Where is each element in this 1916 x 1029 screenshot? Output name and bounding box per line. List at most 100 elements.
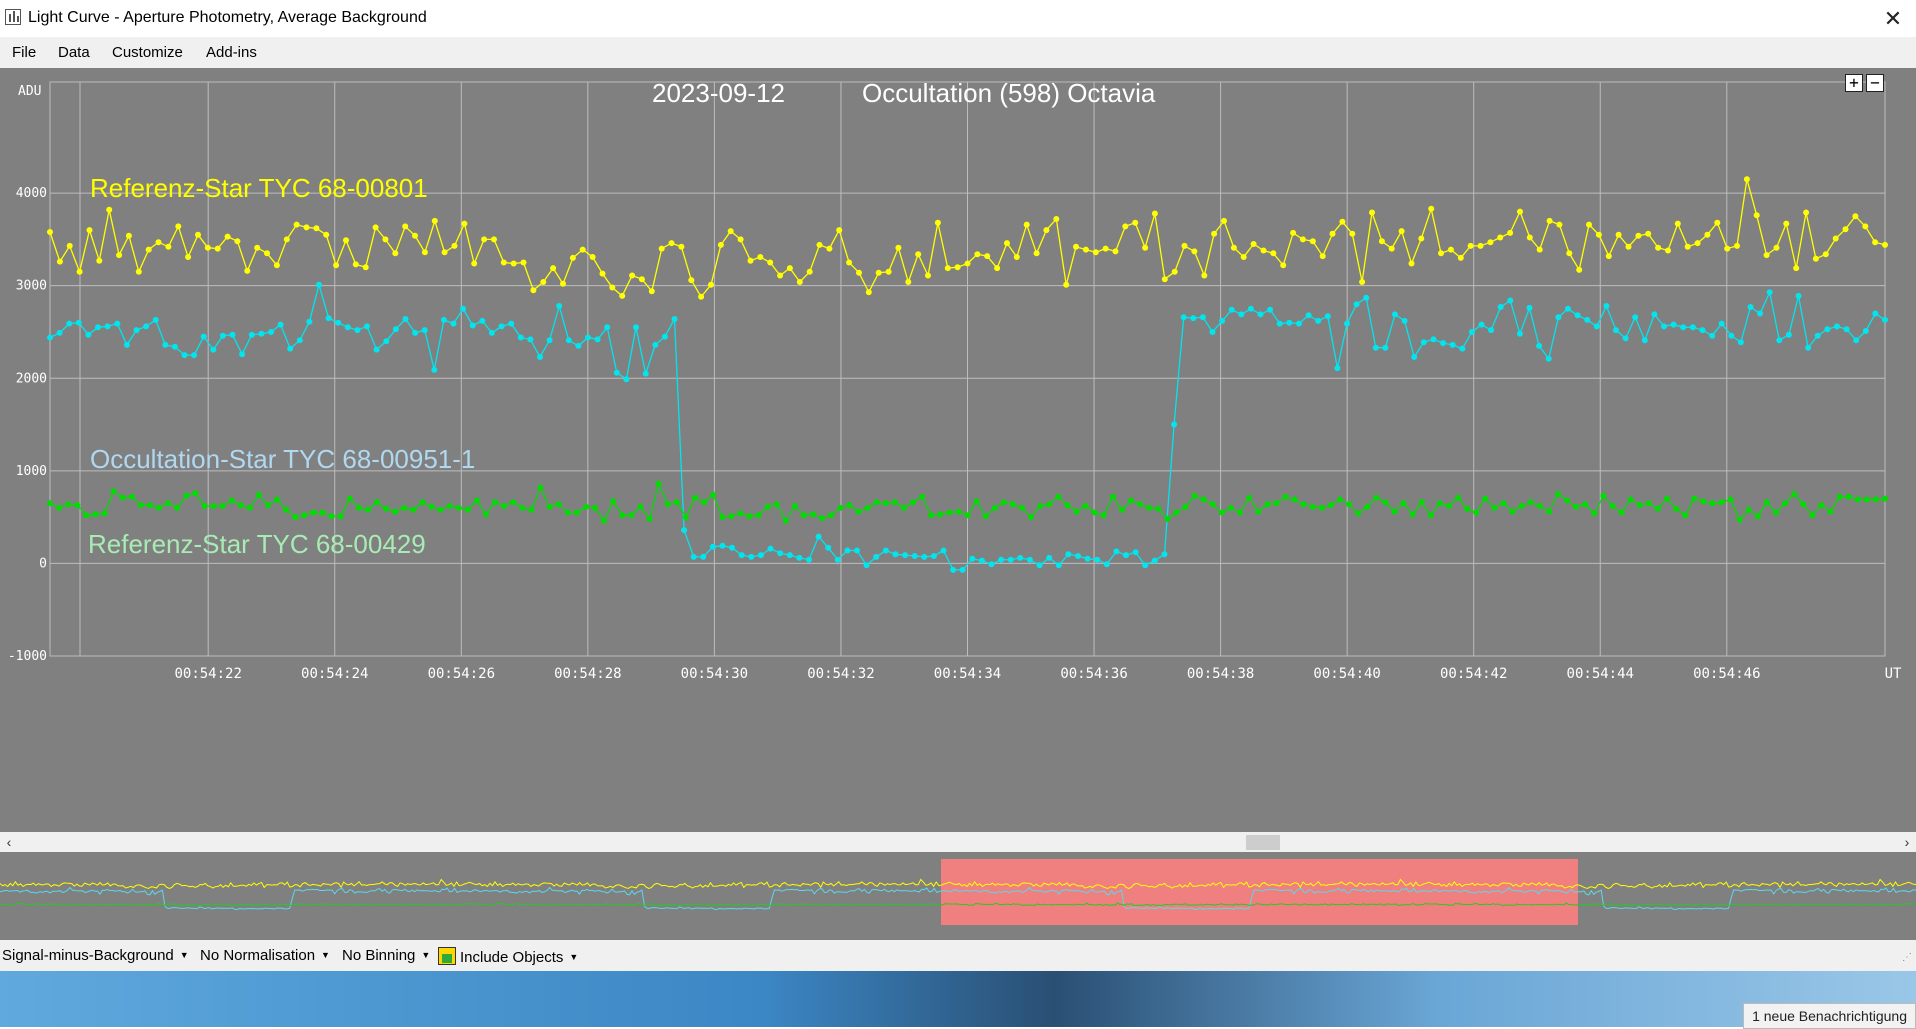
data-point <box>520 259 527 266</box>
data-point <box>806 556 812 563</box>
objects-icon <box>438 947 456 965</box>
resize-grip-icon[interactable]: ⋰ <box>1902 952 1912 963</box>
scroll-right-arrow[interactable]: › <box>1904 834 1910 850</box>
binning-dropdown[interactable]: No Binning ▼ <box>342 947 430 964</box>
data-point <box>984 253 991 260</box>
data-point <box>1073 243 1079 250</box>
data-point <box>1743 176 1750 183</box>
close-button[interactable]: ✕ <box>1883 6 1903 31</box>
data-point <box>1564 497 1571 504</box>
normalisation-dropdown[interactable]: No Normalisation ▼ <box>200 947 330 964</box>
signal-mode-dropdown[interactable]: Signal-minus-Background ▼ <box>2 947 189 964</box>
data-point <box>481 236 488 243</box>
data-point <box>1776 337 1783 344</box>
data-point <box>114 320 121 327</box>
menu-add-ins[interactable]: Add-ins <box>206 44 257 61</box>
data-point <box>214 245 221 252</box>
data-point <box>1843 326 1850 333</box>
notification-toast[interactable]: 1 neue Benachrichtigung <box>1743 1003 1916 1029</box>
data-point <box>246 504 253 511</box>
data-point <box>1065 551 1072 558</box>
data-point <box>891 499 898 506</box>
data-point <box>237 502 244 509</box>
scroll-left-arrow[interactable]: ‹ <box>6 834 12 850</box>
data-point <box>1190 315 1197 322</box>
data-point <box>343 237 349 244</box>
scroll-thumb[interactable] <box>1246 835 1280 850</box>
data-point <box>175 223 182 230</box>
data-point <box>1344 320 1350 327</box>
menu-data[interactable]: Data <box>58 44 90 61</box>
menu-file[interactable]: File <box>12 44 37 61</box>
data-point <box>991 504 998 511</box>
data-point <box>195 231 201 238</box>
data-point <box>1180 314 1187 321</box>
data-point <box>564 509 571 516</box>
data-point <box>255 491 262 498</box>
data-point <box>747 257 754 264</box>
data-point <box>106 206 113 213</box>
data-point <box>1576 266 1583 273</box>
data-point <box>372 224 379 231</box>
data-point <box>1500 500 1507 507</box>
chart-title-date: 2023-09-12 <box>652 78 785 108</box>
data-point <box>1349 230 1356 237</box>
data-point <box>383 338 390 345</box>
data-point <box>234 238 241 245</box>
data-point <box>1408 260 1415 267</box>
data-point <box>1171 268 1178 275</box>
data-point <box>940 547 947 554</box>
include-objects-dropdown[interactable]: Include Objects ▼ <box>438 947 578 966</box>
data-point <box>1260 247 1267 254</box>
data-point <box>1467 242 1474 249</box>
data-point <box>1526 234 1533 241</box>
data-point <box>1665 247 1671 254</box>
zoom-out-button[interactable]: − <box>1866 74 1884 92</box>
data-point <box>1600 492 1607 499</box>
data-point <box>1689 324 1696 331</box>
light-curve-plot[interactable]: -1000 0 1000 2000 3000 4000 00:54:22 00:54:24 00… <box>0 68 1916 832</box>
data-point <box>1734 242 1740 249</box>
data-point <box>692 494 698 501</box>
data-point <box>1766 289 1773 296</box>
data-point <box>373 346 380 353</box>
series-label: Referenz-Star TYC 68-00429 <box>88 529 426 559</box>
data-point <box>1280 262 1287 269</box>
data-point <box>708 281 714 288</box>
data-point <box>592 504 598 511</box>
menu-customize[interactable]: Customize <box>112 44 183 61</box>
data-point <box>688 277 695 284</box>
overview-panel[interactable] <box>0 852 1916 940</box>
zoom-in-button[interactable]: + <box>1845 74 1863 92</box>
data-point <box>1055 562 1062 569</box>
data-point <box>819 515 826 522</box>
data-point <box>1694 240 1701 247</box>
data-point <box>412 232 418 239</box>
data-point <box>664 501 671 508</box>
data-point <box>1785 331 1792 338</box>
data-point <box>746 513 753 520</box>
data-point <box>65 501 72 508</box>
data-point <box>274 496 281 503</box>
data-point <box>1651 311 1658 318</box>
data-point <box>1100 512 1107 519</box>
data-point <box>171 343 178 350</box>
data-point <box>928 512 935 519</box>
data-point <box>1845 493 1852 500</box>
data-point <box>392 250 399 257</box>
data-point <box>1315 317 1322 324</box>
data-point <box>834 556 841 563</box>
data-point <box>1267 306 1274 313</box>
data-point <box>1257 311 1264 318</box>
signal-mode-label: Signal-minus-Background <box>2 947 174 964</box>
data-point <box>846 259 853 266</box>
data-point <box>767 545 774 552</box>
data-point <box>92 511 99 518</box>
data-point <box>1664 495 1670 502</box>
overview-series-line <box>0 886 1916 910</box>
data-point <box>1247 305 1254 312</box>
data-point <box>1478 321 1485 328</box>
horizontal-scrollbar[interactable]: ‹ › <box>0 832 1916 852</box>
data-point <box>303 224 310 231</box>
data-point <box>864 504 871 511</box>
